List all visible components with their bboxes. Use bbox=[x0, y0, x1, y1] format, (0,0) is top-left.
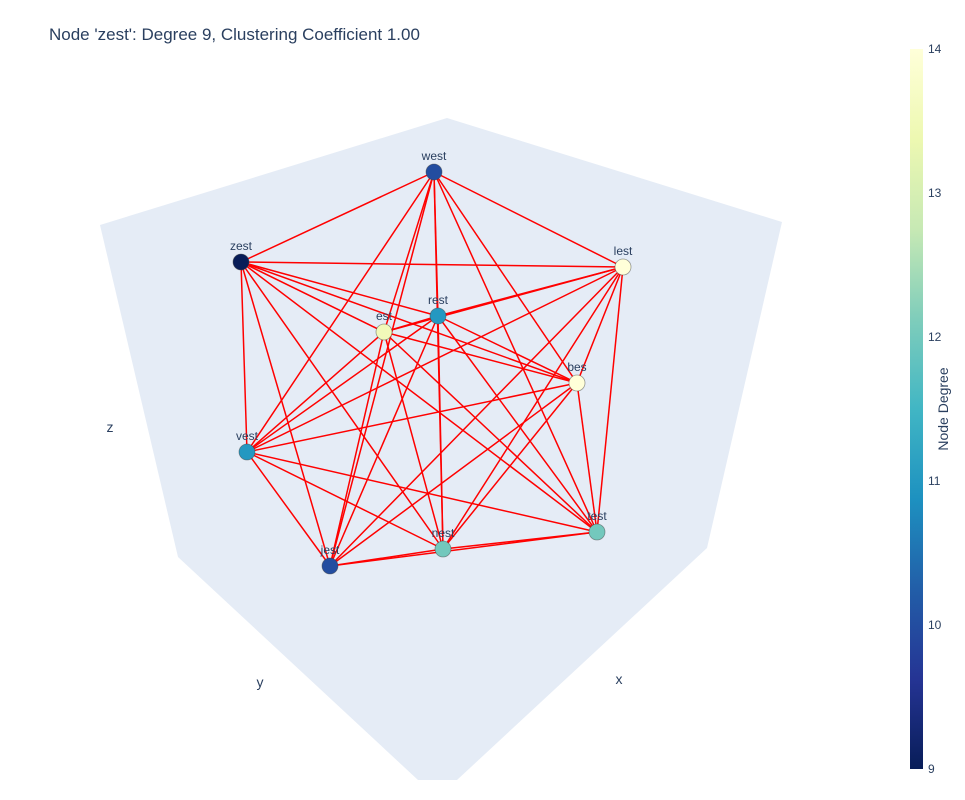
edge-rest-est bbox=[383, 315, 439, 333]
edges-layer bbox=[240, 171, 624, 567]
node-label-nest: nest bbox=[432, 526, 455, 540]
edge-zest-jest bbox=[240, 261, 331, 567]
edge-zest-lest bbox=[240, 261, 624, 268]
z-axis-label: z bbox=[107, 419, 114, 435]
node-vest[interactable] bbox=[238, 443, 256, 461]
node-west[interactable] bbox=[425, 163, 443, 181]
edge-est-test bbox=[383, 331, 598, 533]
edge-lest-nest bbox=[442, 266, 624, 550]
edge-lest-jest bbox=[329, 266, 624, 567]
chart-title: Node 'zest': Degree 9, Clustering Coeffi… bbox=[49, 25, 420, 44]
node-label-test: test bbox=[587, 509, 607, 523]
edge-bes-nest bbox=[442, 382, 578, 550]
edge-west-test bbox=[433, 171, 598, 533]
edge-jest-nest bbox=[329, 548, 444, 567]
edge-west-est bbox=[383, 171, 435, 333]
edge-nest-test bbox=[442, 531, 598, 550]
edge-est-nest bbox=[383, 331, 444, 550]
edge-rest-jest bbox=[329, 315, 439, 567]
node-rest[interactable] bbox=[429, 307, 447, 325]
node-label-bes: bes bbox=[567, 360, 586, 374]
node-bes[interactable] bbox=[568, 374, 586, 392]
edge-est-jest bbox=[329, 331, 385, 567]
edge-zest-west bbox=[240, 171, 435, 263]
edge-vest-nest bbox=[246, 451, 444, 550]
edge-rest-vest bbox=[246, 315, 439, 453]
node-label-est: est bbox=[376, 309, 393, 323]
edge-zest-test bbox=[240, 261, 598, 533]
edge-vest-test bbox=[246, 451, 598, 533]
edge-west-bes bbox=[433, 171, 578, 384]
edge-west-jest bbox=[329, 171, 435, 567]
node-jest[interactable] bbox=[321, 557, 339, 575]
node-label-rest: rest bbox=[428, 293, 449, 307]
edge-lest-rest bbox=[437, 266, 624, 317]
node-label-west: west bbox=[421, 149, 447, 163]
node-nest[interactable] bbox=[434, 540, 452, 558]
edge-vest-jest bbox=[246, 451, 331, 567]
edge-bes-jest bbox=[329, 382, 578, 567]
edge-rest-bes bbox=[437, 315, 578, 384]
edge-bes-test bbox=[576, 382, 598, 533]
edge-west-lest bbox=[433, 171, 624, 268]
edge-west-vest bbox=[246, 171, 435, 453]
edge-lest-bes bbox=[576, 266, 624, 384]
edge-rest-test bbox=[437, 315, 598, 533]
edge-zest-est bbox=[240, 261, 385, 333]
node-est[interactable] bbox=[375, 323, 393, 341]
node-label-jest: jest bbox=[320, 543, 340, 557]
edge-bes-vest bbox=[246, 382, 578, 453]
node-label-vest: vest bbox=[236, 429, 259, 443]
edge-est-bes bbox=[383, 331, 578, 384]
edge-est-vest bbox=[246, 331, 385, 453]
x-axis-label: x bbox=[616, 671, 623, 687]
edge-lest-test bbox=[596, 266, 624, 533]
node-label-lest: lest bbox=[614, 244, 633, 258]
node-lest[interactable] bbox=[614, 258, 632, 276]
y-axis-label: y bbox=[257, 674, 264, 690]
edge-zest-rest bbox=[240, 261, 439, 317]
node-label-zest: zest bbox=[230, 239, 253, 253]
nodes-layer: west zest lest rest est bes vest test nest jest bbox=[230, 149, 633, 575]
node-test[interactable] bbox=[588, 523, 606, 541]
edge-rest-nest bbox=[437, 315, 444, 550]
edge-zest-vest bbox=[240, 261, 248, 453]
edge-lest-vest bbox=[246, 266, 624, 453]
node-zest[interactable] bbox=[232, 253, 250, 271]
